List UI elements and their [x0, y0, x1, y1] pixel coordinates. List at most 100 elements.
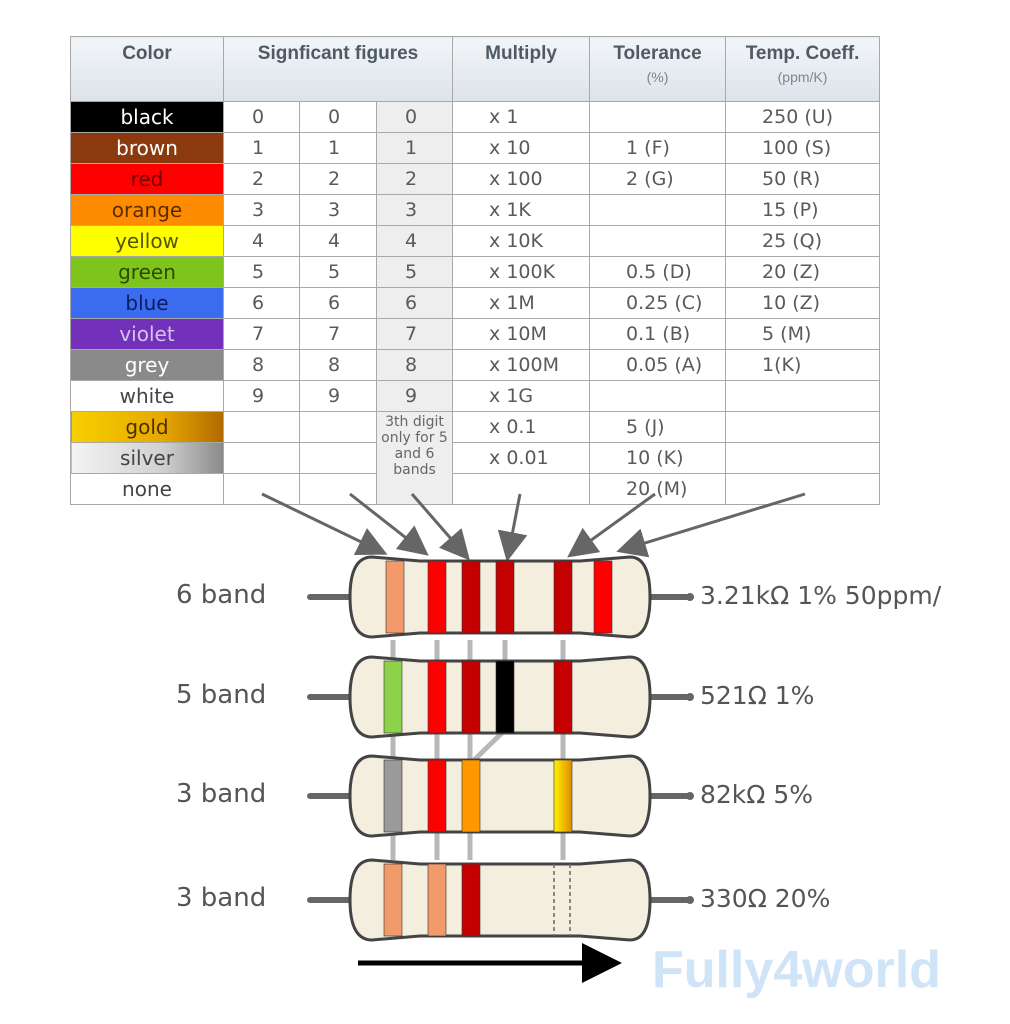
- pointer-arrow: [567, 492, 656, 558]
- tolerance-cell: 10 (K): [589, 442, 727, 474]
- digit-3-cell: 5: [375, 256, 454, 288]
- color-band: [461, 863, 481, 937]
- color-swatch: grey: [70, 349, 224, 381]
- digit-1-cell: 1: [223, 132, 300, 164]
- color-band: [427, 759, 447, 833]
- color-band: [427, 660, 447, 734]
- resistor-value-label: 330Ω 20%: [700, 884, 831, 913]
- table-body: black 0 0 0 x 1 250 (U) brown 1 1 1 x 10 1 (F) 100 (…: [70, 101, 881, 505]
- digit-3-cell: 8: [375, 349, 454, 381]
- color-band: [427, 863, 447, 937]
- table-row: brown 1 1 1 x 10 1 (F) 100 (S): [70, 132, 881, 164]
- digit-2-cell: 1: [299, 132, 377, 164]
- tolerance-cell: 2 (G): [589, 163, 727, 195]
- header-temp-coeff: Temp. Coeff. (ppm/K): [725, 36, 881, 102]
- tolerance-cell: 0.05 (A): [589, 349, 727, 381]
- header-temp-title: Temp. Coeff.: [745, 43, 860, 64]
- watermark: Fully4world: [652, 941, 941, 999]
- table-row: grey 8 8 8 x 100M 0.05 (A) 1(K): [70, 349, 881, 381]
- temp-coeff-cell: 1(K): [725, 349, 881, 381]
- color-swatch: orange: [70, 194, 224, 226]
- header-tolerance-unit: (%): [646, 69, 669, 85]
- temp-coeff-cell: 20 (Z): [725, 256, 881, 288]
- digit-2-cell: 7: [299, 318, 377, 350]
- pointer-arrow: [497, 493, 528, 562]
- band-count-label: 3 band: [176, 883, 267, 913]
- table-row: none 20 (M): [70, 473, 881, 505]
- header-color: Color: [70, 36, 224, 102]
- resistor-color-code-table: Color Signficant figures Multiply Tolera…: [70, 36, 881, 505]
- temp-coeff-cell: 15 (P): [725, 194, 881, 226]
- color-band: [427, 560, 447, 634]
- color-band: [553, 560, 573, 634]
- multiplier-cell: x 10K: [452, 225, 591, 257]
- color-band: [385, 560, 405, 634]
- color-band: [495, 560, 515, 634]
- color-band: [461, 660, 481, 734]
- digit-1-cell: 8: [223, 349, 300, 381]
- color-band: [383, 759, 403, 833]
- resistor-body: [348, 858, 652, 942]
- pointer-arrow: [616, 492, 806, 558]
- color-swatch: black: [70, 101, 224, 133]
- digit-1-cell: 2: [223, 163, 300, 195]
- resistor-value-label: 521Ω 1%: [700, 681, 815, 710]
- table-row: orange 3 3 3 x 1K 15 (P): [70, 194, 881, 226]
- color-band: [383, 660, 403, 734]
- band-connector-line: [468, 728, 507, 766]
- color-band: [383, 863, 403, 937]
- table-row: yellow 4 4 4 x 10K 25 (Q): [70, 225, 881, 257]
- color-swatch: gold: [70, 411, 224, 443]
- digit-2-cell: [299, 473, 377, 505]
- multiplier-cell: x 10M: [452, 318, 591, 350]
- color-band: [593, 560, 613, 634]
- digit-3-cell: 3: [375, 194, 454, 226]
- digit-1-cell: [223, 473, 300, 505]
- color-swatch: violet: [70, 318, 224, 350]
- tolerance-cell: 0.5 (D): [589, 256, 727, 288]
- multiplier-cell: x 1K: [452, 194, 591, 226]
- color-band: [461, 759, 481, 833]
- tolerance-cell: 20 (M): [589, 473, 727, 505]
- digit-3-cell: 7: [375, 318, 454, 350]
- digit-2-cell: 4: [299, 225, 377, 257]
- color-swatch: red: [70, 163, 224, 195]
- pointer-arrow: [261, 492, 388, 556]
- digit-3-note: 3th digit only for 5 and 6 bands: [375, 411, 454, 505]
- digit-2-cell: 3: [299, 194, 377, 226]
- digit-2-cell: 9: [299, 380, 377, 412]
- header-tolerance: Tolerance (%): [589, 36, 727, 102]
- pointer-arrow: [410, 493, 470, 561]
- resistor-body: [348, 754, 652, 838]
- multiplier-cell: x 100M: [452, 349, 591, 381]
- temp-coeff-cell: 25 (Q): [725, 225, 881, 257]
- multiplier-cell: x 10: [452, 132, 591, 164]
- digit-1-cell: 6: [223, 287, 300, 319]
- color-band: [495, 660, 515, 734]
- lead-end-dot: [686, 593, 694, 601]
- temp-coeff-cell: 100 (S): [725, 132, 881, 164]
- resistor-value-label: 3.21kΩ 1% 50ppm/: [700, 581, 942, 610]
- lead-end-dot: [686, 896, 694, 904]
- resistor-value-label: 82kΩ 5%: [700, 780, 814, 809]
- band-count-label: 5 band: [176, 680, 267, 710]
- multiplier-cell: [452, 473, 591, 505]
- table-row: violet 7 7 7 x 10M 0.1 (B) 5 (M): [70, 318, 881, 350]
- multiplier-cell: x 1: [452, 101, 591, 133]
- color-swatch: green: [70, 256, 224, 288]
- lead-end-dot: [686, 792, 694, 800]
- header-tolerance-title: Tolerance: [613, 43, 702, 64]
- digit-3-cell: 2: [375, 163, 454, 195]
- lead-end-dot: [686, 693, 694, 701]
- tolerance-cell: 0.1 (B): [589, 318, 727, 350]
- digit-2-cell: 5: [299, 256, 377, 288]
- color-band: [553, 759, 573, 833]
- color-swatch: brown: [70, 132, 224, 164]
- temp-coeff-cell: [725, 411, 881, 443]
- band-count-label: 3 band: [176, 779, 267, 809]
- header-significant-figures: Signficant figures: [222, 36, 454, 102]
- color-band: [461, 560, 481, 634]
- band-count-label: 6 band: [176, 580, 267, 610]
- pointer-arrow: [349, 492, 429, 556]
